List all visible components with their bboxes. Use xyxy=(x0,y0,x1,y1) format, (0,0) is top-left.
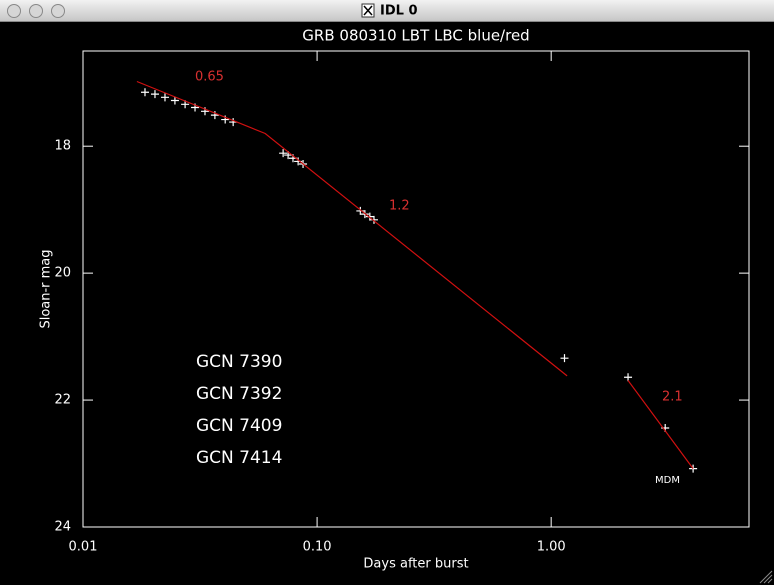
x11-icon-glyph xyxy=(363,5,373,16)
data-point xyxy=(560,354,569,363)
resize-grip[interactable] xyxy=(759,570,773,584)
annotation: 2.1 xyxy=(662,390,683,405)
data-point xyxy=(356,206,365,215)
fit-line xyxy=(136,80,568,377)
annotation: GCN 7414 xyxy=(196,448,282,468)
x-tick-label: 0.01 xyxy=(69,540,98,555)
data-point xyxy=(279,149,288,158)
data-point xyxy=(365,212,374,221)
data-point xyxy=(210,111,219,120)
annotation: 0.65 xyxy=(195,70,224,85)
y-tick-label: 18 xyxy=(54,139,71,154)
annotation: MDM xyxy=(655,475,680,486)
y-tick-label: 20 xyxy=(54,266,71,281)
annotation: GCN 7392 xyxy=(196,384,282,404)
close-button[interactable] xyxy=(7,4,21,18)
data-point xyxy=(150,90,159,99)
data-point xyxy=(689,464,698,473)
fit-line xyxy=(627,380,694,469)
x-tick-label: 1.00 xyxy=(537,540,566,555)
title-bar xyxy=(0,0,774,22)
plot-canvas xyxy=(0,22,774,585)
y-tick-label: 24 xyxy=(54,520,71,535)
plot-frame xyxy=(82,50,750,528)
data-point xyxy=(140,88,149,97)
x-axis-label: Days after burst xyxy=(363,557,468,572)
y-tick-label: 22 xyxy=(54,393,71,408)
data-point xyxy=(160,93,169,102)
x-tick-label: 0.10 xyxy=(303,540,332,555)
minimize-button[interactable] xyxy=(29,4,43,18)
window-title: IDL 0 xyxy=(380,4,417,19)
annotation: GCN 7390 xyxy=(196,352,282,372)
y-axis-label: Sloan-r mag xyxy=(39,249,54,328)
chart-title: GRB 080310 LBT LBC blue/red xyxy=(302,27,529,45)
annotation: GCN 7409 xyxy=(196,416,282,436)
data-point xyxy=(170,96,179,105)
data-point xyxy=(624,373,633,382)
zoom-button[interactable] xyxy=(51,4,65,18)
data-point xyxy=(369,215,378,224)
annotation: 1.2 xyxy=(389,199,410,214)
